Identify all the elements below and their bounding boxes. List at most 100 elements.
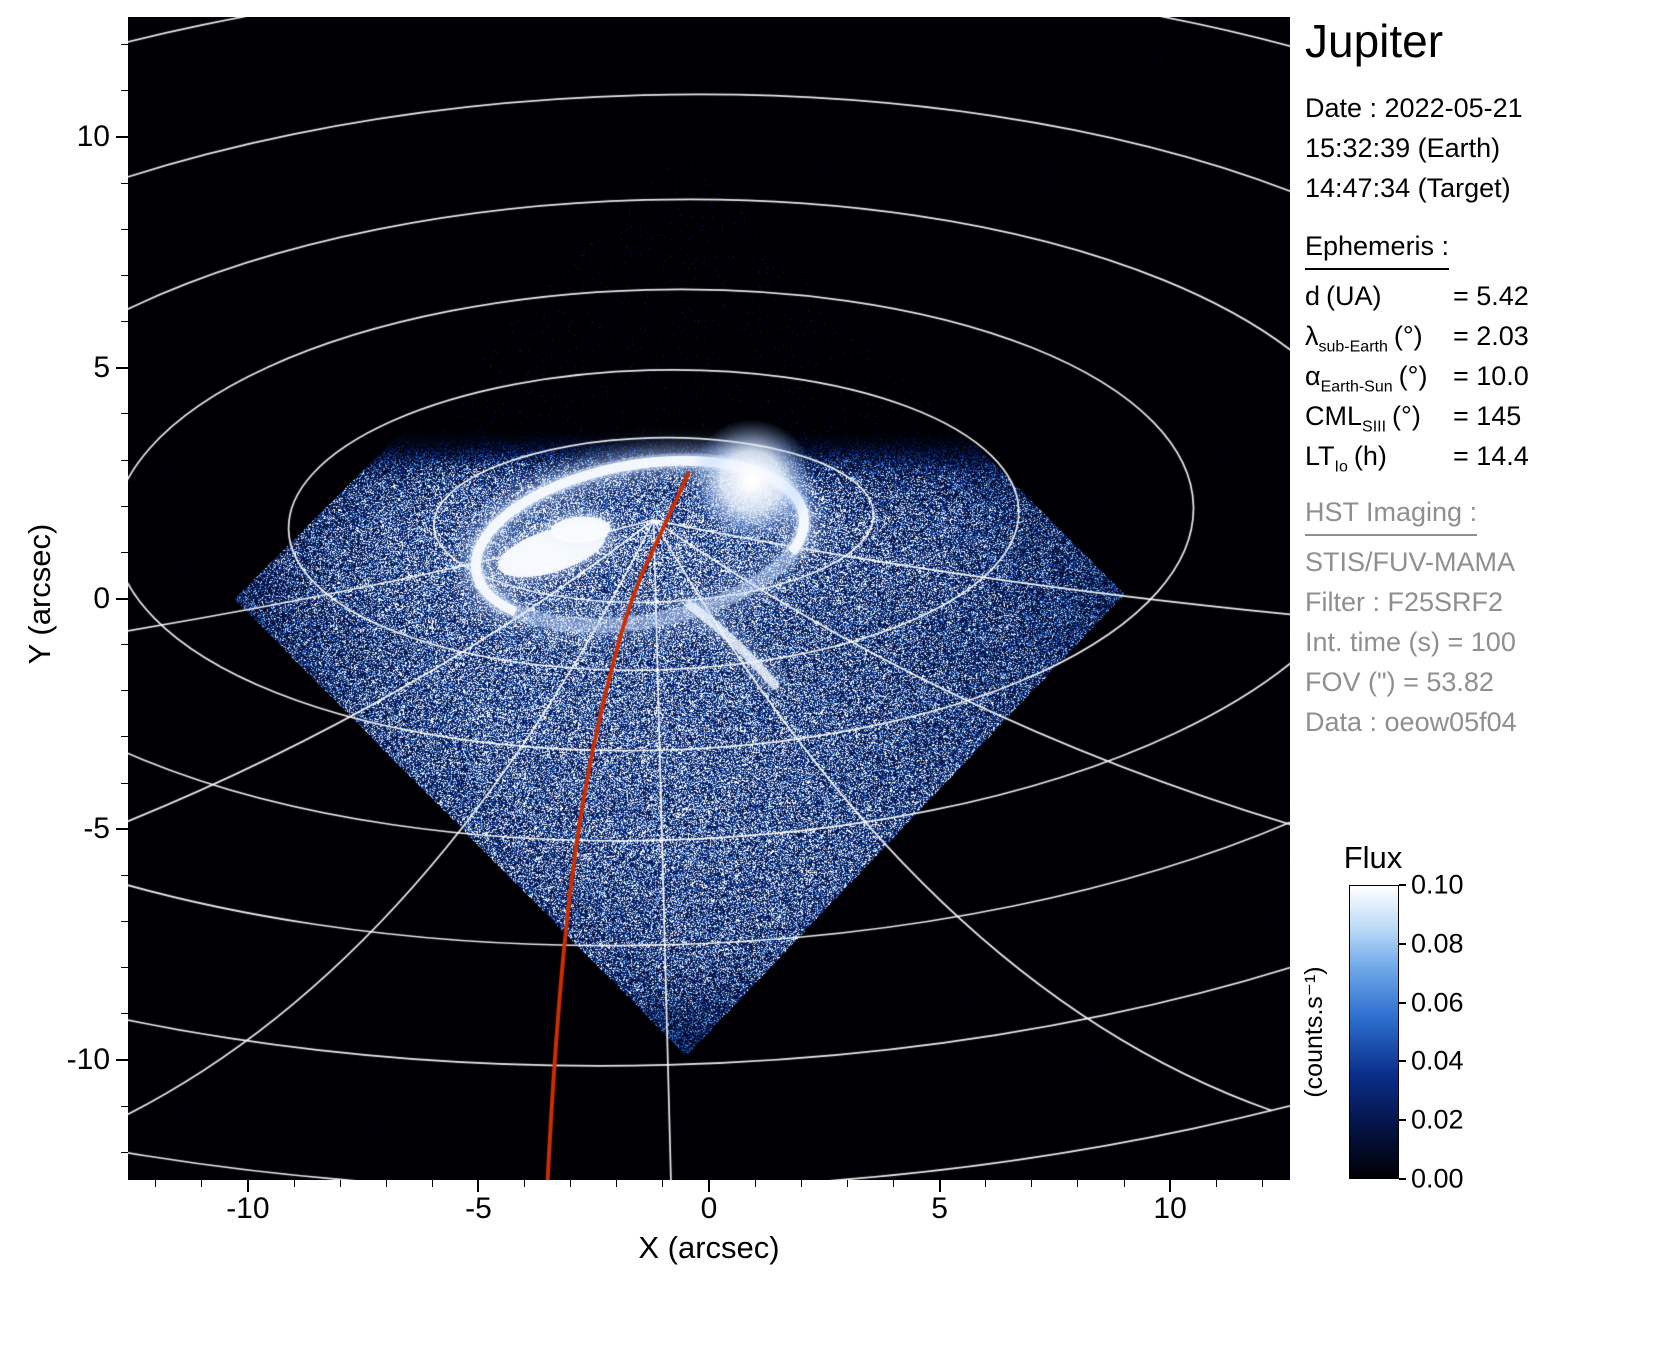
aurora-image-canvas [128, 17, 1290, 1180]
y-axis-tick [116, 367, 128, 369]
colorbar [1349, 885, 1399, 1179]
y-axis-minor-tick [121, 1013, 128, 1014]
colorbar-title: Flux [1344, 840, 1403, 876]
x-axis-minor-tick [616, 1180, 617, 1187]
y-axis-minor-tick [121, 506, 128, 507]
colorbar-tick [1399, 1002, 1406, 1004]
y-axis-minor-tick [121, 90, 128, 91]
x-axis-minor-tick [662, 1180, 663, 1187]
x-axis-minor-tick [201, 1180, 202, 1187]
ephemeris-block: Ephemeris : d (UA) = 5.42 λsub-Earth (°) = 2… [1305, 226, 1665, 476]
x-axis-tick [1169, 1180, 1171, 1192]
y-axis-minor-tick [121, 552, 128, 553]
hst-data-id: Data : oeow05f04 [1305, 702, 1665, 742]
hst-instrument: STIS/FUV-MAMA [1305, 542, 1665, 582]
y-axis-title: Y (arcsec) [22, 524, 58, 665]
obs-date: Date : 2022-05-21 [1305, 88, 1665, 128]
colorbar-tick-label: 0.10 [1411, 870, 1464, 901]
y-axis-minor-tick [121, 183, 128, 184]
y-axis-minor-tick [121, 321, 128, 322]
x-axis-minor-tick [1124, 1180, 1125, 1187]
y-axis-minor-tick [121, 875, 128, 876]
ephemeris-row-cml: CMLSIII (°) = 145 [1305, 396, 1665, 436]
colorbar-tick [1399, 1178, 1406, 1180]
y-tick-label: -10 [67, 1043, 110, 1077]
symbol: LT [1305, 441, 1335, 471]
y-axis-minor-tick [121, 275, 128, 276]
y-axis-tick [116, 1059, 128, 1061]
unit: (°) [1399, 361, 1428, 391]
symbol: d [1305, 281, 1320, 311]
unit: (°) [1392, 401, 1421, 431]
hst-heading: HST Imaging : [1305, 492, 1477, 536]
y-axis-tick [116, 598, 128, 600]
y-axis-minor-tick [121, 736, 128, 737]
colorbar-tick [1399, 943, 1406, 945]
value: = 2.03 [1453, 321, 1529, 351]
x-tick-label: -10 [226, 1192, 269, 1226]
hst-fov: FOV (") = 53.82 [1305, 662, 1665, 702]
x-axis-tick [247, 1180, 249, 1192]
x-axis-tick [708, 1180, 710, 1192]
value: = 14.4 [1453, 441, 1529, 471]
x-axis-tick [939, 1180, 941, 1192]
y-axis-minor-tick [121, 967, 128, 968]
colorbar-tick-label: 0.02 [1411, 1105, 1464, 1136]
hst-filter: Filter : F25SRF2 [1305, 582, 1665, 622]
colorbar-tick-label: 0.08 [1411, 928, 1464, 959]
unit: (°) [1394, 321, 1423, 351]
x-axis-minor-tick [1262, 1180, 1263, 1187]
y-axis-minor-tick [121, 1106, 128, 1107]
x-tick-label: -5 [465, 1192, 492, 1226]
target-name: Jupiter [1305, 14, 1443, 68]
y-tick-label: 5 [93, 351, 110, 385]
obs-time-target: 14:47:34 (Target) [1305, 168, 1665, 208]
ephemeris-heading: Ephemeris : [1305, 226, 1449, 270]
ephemeris-row-phase-angle: αEarth-Sun (°) = 10.0 [1305, 356, 1665, 396]
x-axis-tick [477, 1180, 479, 1192]
observation-time-block: Date : 2022-05-21 15:32:39 (Earth) 14:47… [1305, 88, 1665, 208]
y-axis-tick [116, 828, 128, 830]
symbol-subscript: SIII [1362, 418, 1386, 435]
x-tick-label: 5 [931, 1192, 948, 1226]
x-axis-minor-tick [340, 1180, 341, 1187]
x-axis-minor-tick [755, 1180, 756, 1187]
colorbar-tick [1399, 884, 1406, 886]
x-axis-minor-tick [524, 1180, 525, 1187]
x-axis-title: X (arcsec) [638, 1230, 779, 1266]
colorbar-unit-label: (counts.s⁻¹) [1299, 966, 1329, 1097]
y-tick-label: 10 [77, 120, 110, 154]
jupiter-hst-aurora-figure: -10 -5 0 5 10 10 5 0 -5 -10 X (arcsec) Y (arcsec)… [0, 0, 1671, 1367]
x-axis-minor-tick [432, 1180, 433, 1187]
unit: (UA) [1326, 281, 1382, 311]
y-axis-minor-tick [121, 644, 128, 645]
symbol: α [1305, 361, 1321, 391]
x-axis-minor-tick [1031, 1180, 1032, 1187]
ephemeris-row-distance: d (UA) = 5.42 [1305, 276, 1665, 316]
value: = 5.42 [1453, 281, 1529, 311]
x-axis-minor-tick [893, 1180, 894, 1187]
y-tick-label: -5 [83, 812, 110, 846]
x-axis-minor-tick [1216, 1180, 1217, 1187]
x-tick-label: 10 [1153, 1192, 1186, 1226]
colorbar-tick-label: 0.00 [1411, 1164, 1464, 1195]
ephemeris-row-io-local-time: LTIo (h) = 14.4 [1305, 436, 1665, 476]
hst-imaging-block: HST Imaging : STIS/FUV-MAMA Filter : F25… [1305, 492, 1665, 742]
value: = 145 [1453, 401, 1521, 431]
x-axis-minor-tick [294, 1180, 295, 1187]
y-axis-minor-tick [121, 783, 128, 784]
hst-int-time: Int. time (s) = 100 [1305, 622, 1665, 662]
y-axis-minor-tick [121, 44, 128, 45]
y-axis-minor-tick [121, 690, 128, 691]
x-axis-minor-tick [155, 1180, 156, 1187]
colorbar-tick [1399, 1119, 1406, 1121]
unit: (h) [1354, 441, 1387, 471]
y-axis-minor-tick [121, 1152, 128, 1153]
ephemeris-row-sub-earth-latitude: λsub-Earth (°) = 2.03 [1305, 316, 1665, 356]
x-tick-label: 0 [701, 1192, 718, 1226]
symbol: λ [1305, 321, 1319, 351]
plot-area [128, 17, 1290, 1180]
y-axis-tick [116, 136, 128, 138]
value: = 10.0 [1453, 361, 1529, 391]
colorbar-tick-label: 0.06 [1411, 987, 1464, 1018]
